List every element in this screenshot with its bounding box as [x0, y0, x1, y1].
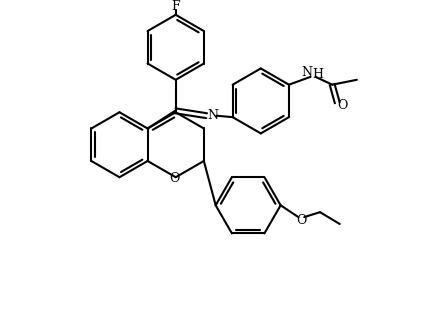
Text: O: O: [337, 99, 347, 112]
Text: H: H: [313, 68, 324, 81]
Text: F: F: [171, 0, 180, 13]
Text: O: O: [170, 172, 180, 185]
Text: O: O: [296, 214, 307, 227]
Text: N: N: [207, 109, 218, 122]
Text: N: N: [301, 66, 312, 79]
